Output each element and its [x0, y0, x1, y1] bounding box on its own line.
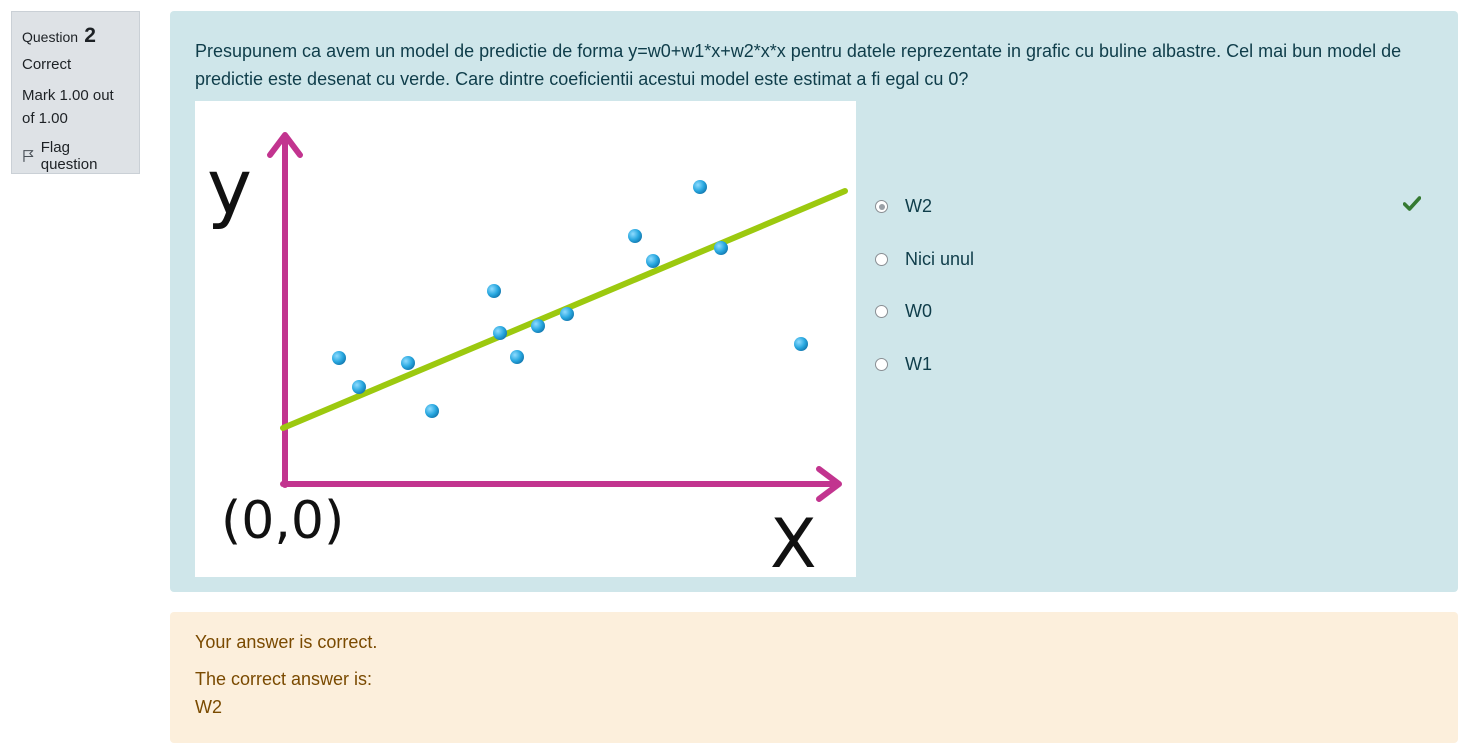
- flag-question-link[interactable]: Flag question: [22, 139, 129, 173]
- option-w0[interactable]: W0: [875, 301, 1435, 354]
- radio-button[interactable]: [875, 305, 888, 318]
- x-axis-arrowhead: [816, 466, 842, 502]
- data-point: [794, 337, 808, 351]
- question-text: Presupunem ca avem un model de predictie…: [195, 41, 1402, 89]
- radio-button-selected[interactable]: [875, 200, 888, 213]
- data-point: [493, 326, 507, 340]
- origin-label: (0,0): [221, 491, 344, 551]
- question-figure: y (0,0) X: [195, 101, 856, 577]
- data-points: [332, 180, 808, 418]
- question-number-line: Question 2: [22, 24, 129, 48]
- flag-question-label: Flag question: [40, 139, 98, 173]
- option-w1[interactable]: W1: [875, 354, 1435, 407]
- question-grade: Mark 1.00 out of 1.00: [22, 87, 114, 127]
- correct-check-icon: [1403, 196, 1421, 211]
- data-point: [425, 404, 439, 418]
- data-point: [714, 241, 728, 255]
- right-answer-value: W2: [195, 697, 222, 717]
- data-point: [628, 229, 642, 243]
- option-label: W1: [905, 353, 932, 374]
- data-point: [352, 380, 366, 394]
- question-outcome: Your answer is correct. The correct answ…: [170, 612, 1458, 743]
- question-number: 2: [84, 24, 96, 47]
- radio-button[interactable]: [875, 357, 888, 371]
- question-formulation: Presupunem ca avem un model de predictie…: [170, 11, 1458, 592]
- option-label: W2: [905, 196, 932, 216]
- figure-svg: y (0,0) X: [207, 132, 848, 577]
- data-point: [510, 350, 524, 364]
- data-point: [332, 351, 346, 365]
- question-state: Correct: [22, 56, 72, 73]
- right-answer-label: The correct answer is:: [195, 669, 373, 689]
- option-label: Nici unul: [905, 248, 975, 269]
- y-axis-arrowhead: [267, 132, 303, 158]
- option-label: W0: [905, 301, 932, 321]
- x-axis-label: X: [770, 505, 817, 577]
- option-nici-unul[interactable]: Nici unul: [875, 249, 1435, 302]
- y-axis-label: y: [207, 142, 252, 231]
- data-point: [401, 356, 415, 370]
- question-info-panel: Question 2 Correct Mark 1.00 out of 1.00…: [11, 11, 140, 174]
- data-point: [531, 319, 545, 333]
- data-point: [560, 307, 574, 321]
- data-point: [487, 284, 501, 298]
- data-point: [646, 254, 660, 268]
- option-w2[interactable]: W2: [875, 196, 1435, 249]
- data-point: [693, 180, 707, 194]
- question-label: Question: [22, 29, 79, 45]
- answer-options: W2 Nici unul W0 W1: [875, 196, 1435, 406]
- flag-icon: [23, 150, 34, 162]
- radio-button[interactable]: [875, 252, 888, 266]
- feedback-text: Your answer is correct.: [195, 632, 378, 652]
